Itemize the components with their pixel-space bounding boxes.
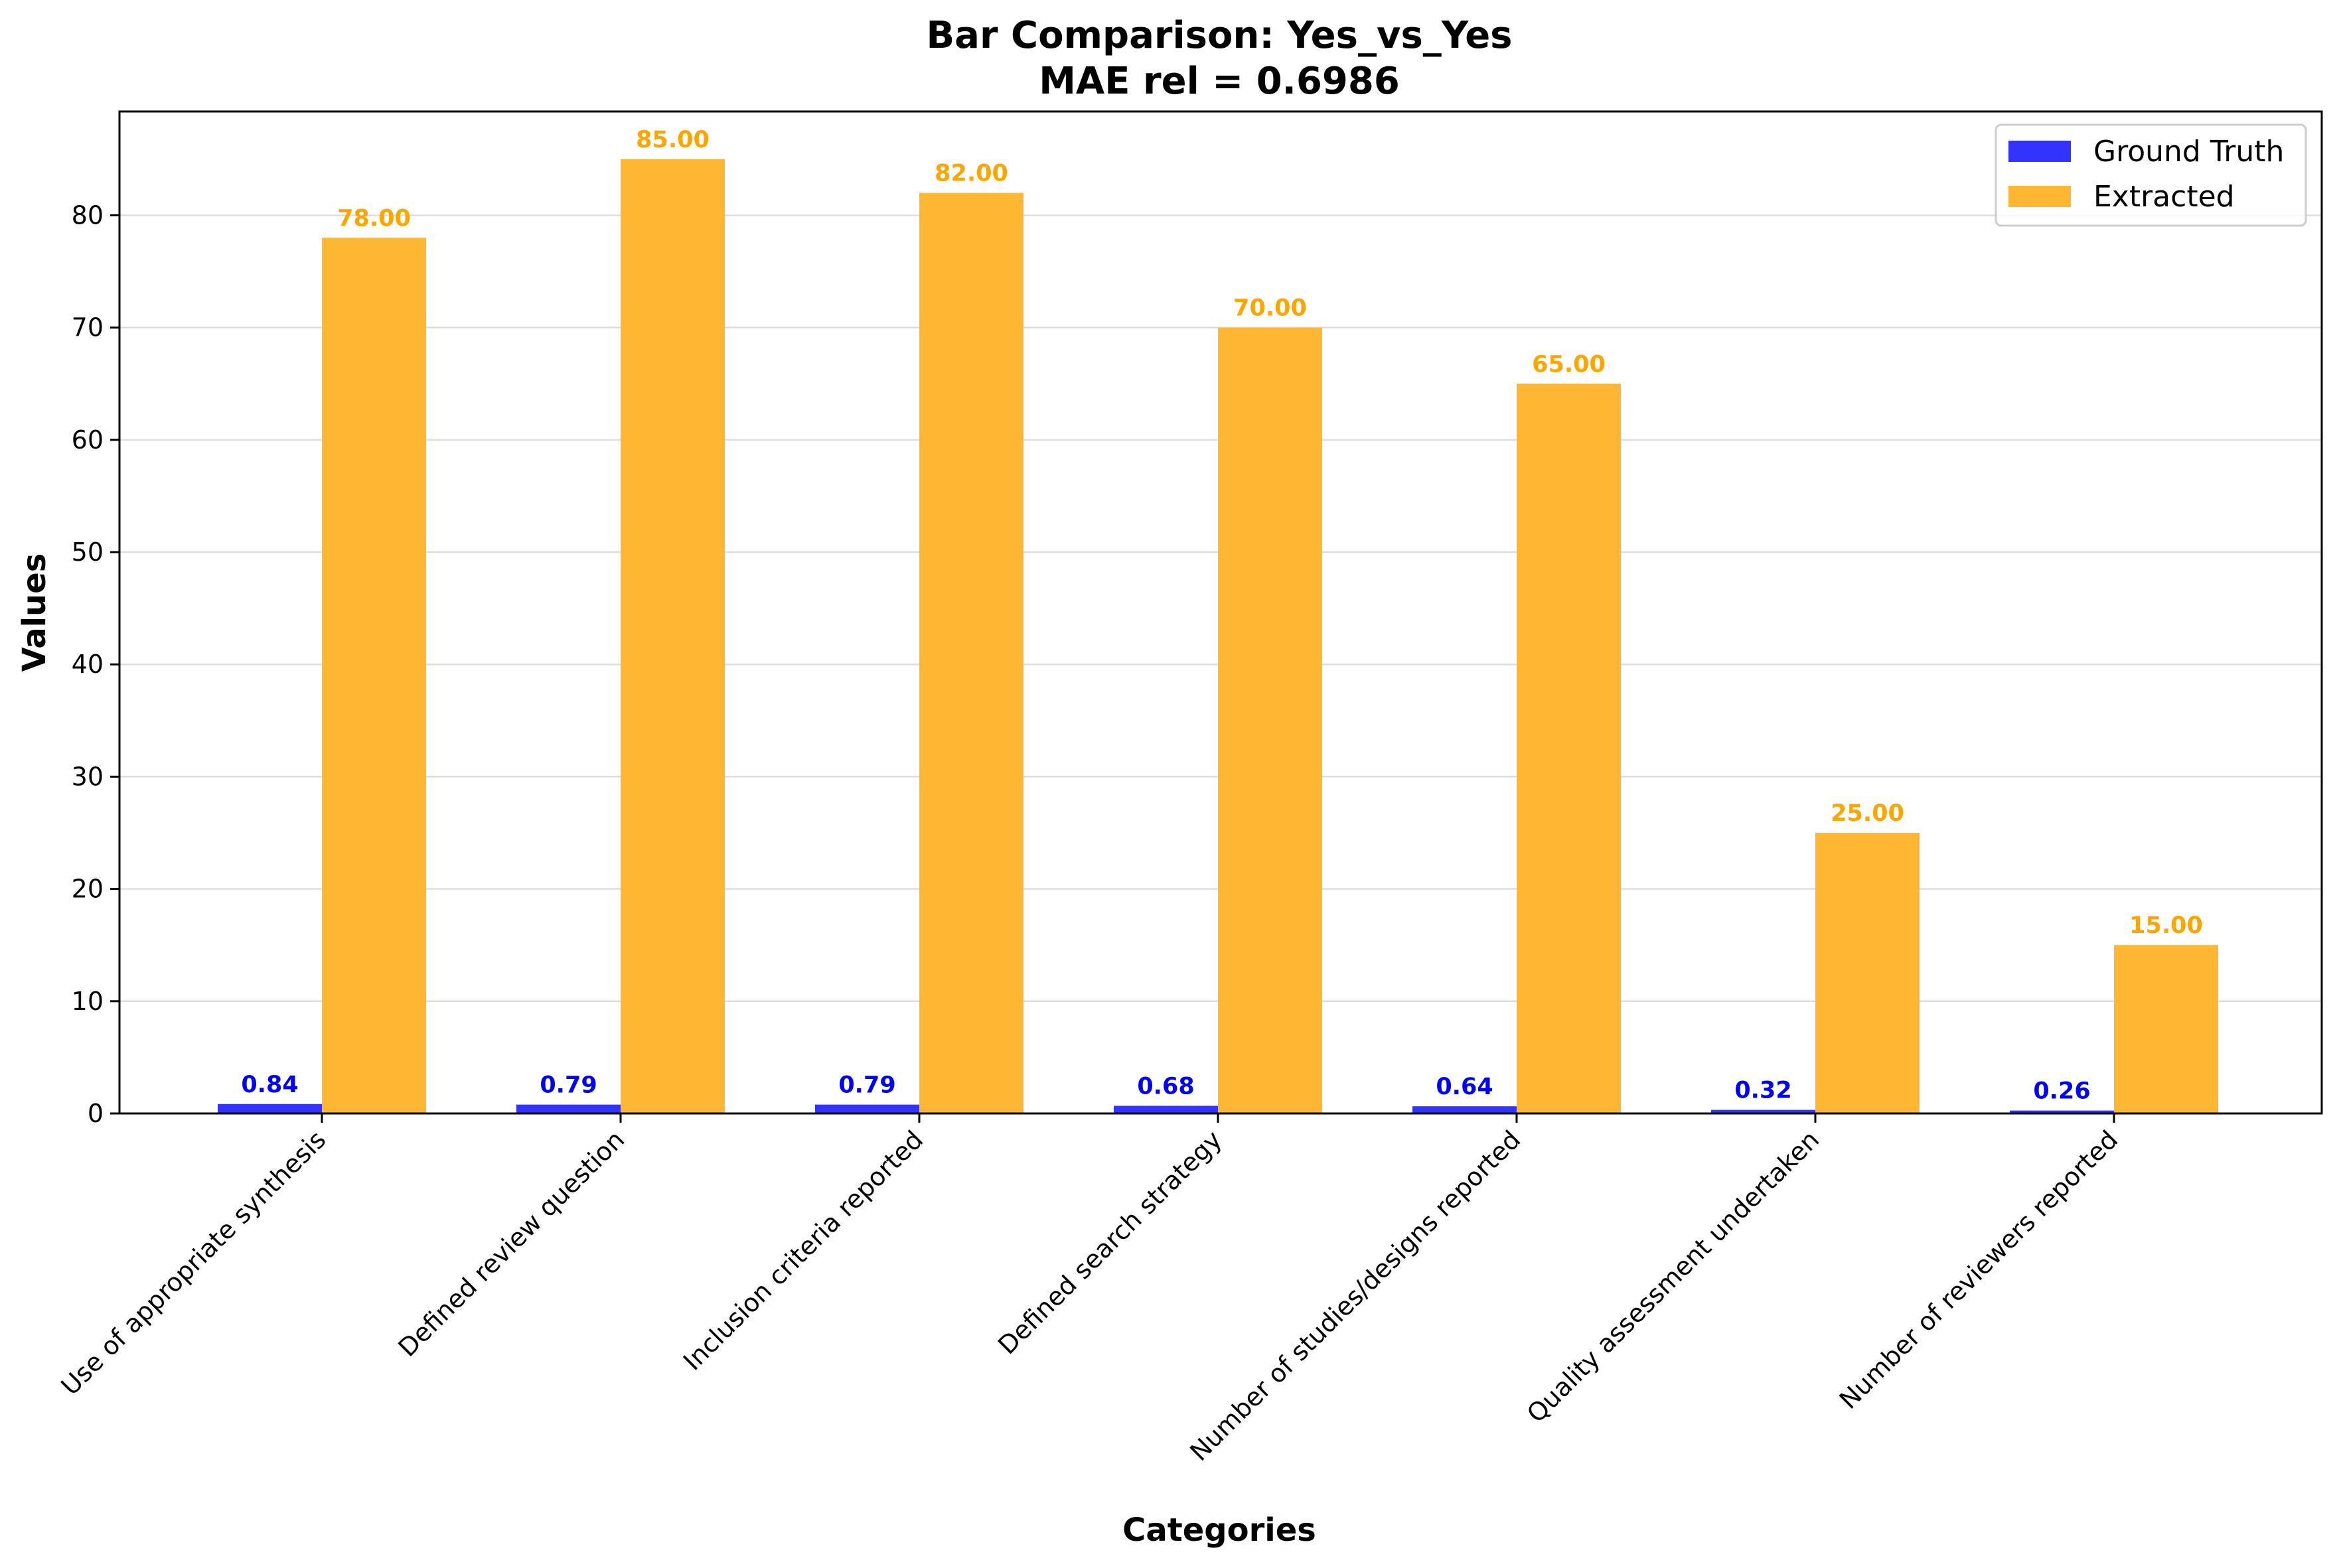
legend-swatch-ground-truth [2008,141,2071,162]
bar-extracted-number-of-studies-designs-reported [1517,384,1621,1114]
y-tick-label-0: 0 [88,1099,104,1128]
y-tick-label-40: 40 [72,650,104,679]
bar-ground-truth-defined-search-strategy [1114,1105,1218,1113]
bar-value-label-ground-truth-defined-review-question: 0.79 [540,1072,597,1099]
bar-value-labels: 0.84 78.00 0.79 85.00 0.79 82.00 0.68 70.00 0.64… [241,127,2203,1105]
bar-extracted-number-of-reviewers-reported [2114,945,2218,1113]
bar-value-label-ground-truth-use-of-appropriate-synthesis: 0.84 [241,1072,298,1098]
y-tick-label-20: 20 [72,875,104,904]
y-tick-label-30: 30 [72,762,104,791]
plot-frame [118,110,2323,1115]
bar-value-label-ground-truth-number-of-studies-designs-reported: 0.64 [1436,1074,1493,1100]
legend-frame [1995,123,2307,227]
bar-ground-truth-use-of-appropriate-synthesis [218,1104,322,1113]
bar-ground-truth-inclusion-criteria-reported [815,1104,919,1113]
y-tick-label-10: 10 [72,987,104,1016]
y-tick-label-50: 50 [72,537,104,567]
bar-value-label-extracted-defined-review-question: 85.00 [636,127,710,153]
y-tick-label-80: 80 [72,200,104,230]
bar-value-label-extracted-inclusion-criteria-reported: 82.00 [935,161,1008,187]
bar-ground-truth-number-of-studies-designs-reported [1412,1106,1517,1113]
bar-value-label-extracted-use-of-appropriate-synthesis: 78.00 [337,205,411,232]
legend: Ground Truth Extracted [1995,123,2307,227]
bar-value-label-extracted-number-of-reviewers-reported: 15.00 [2129,912,2203,939]
bar-ground-truth-number-of-reviewers-reported [2010,1110,2114,1113]
bar-value-label-extracted-defined-search-strategy: 70.00 [1233,295,1307,322]
bar-value-label-ground-truth-quality-assessment-undertaken: 0.32 [1734,1078,1791,1104]
bar-value-label-ground-truth-inclusion-criteria-reported: 0.79 [838,1072,895,1099]
bar-extracted-quality-assessment-undertaken [1815,833,1920,1113]
legend-swatch-extracted [2008,186,2071,207]
bar-extracted-defined-search-strategy [1218,327,1322,1113]
y-tick-label-60: 60 [72,425,104,455]
bar-extracted-inclusion-criteria-reported [919,192,1023,1113]
bar-extracted-defined-review-question [621,159,725,1113]
legend-label-ground-truth: Ground Truth [2093,135,2284,169]
bars [218,159,2218,1114]
bar-ground-truth-quality-assessment-undertaken [1711,1109,1815,1113]
bar-ground-truth-defined-review-question [516,1104,621,1113]
bar-value-label-extracted-quality-assessment-undertaken: 25.00 [1831,800,1904,827]
y-axis-label: Values [16,553,53,672]
y-tick-label-70: 70 [72,313,104,342]
bar-value-label-extracted-number-of-studies-designs-reported: 65.00 [1532,351,1606,378]
chart-subtitle: MAE rel = 0.6986 [1039,60,1400,103]
x-axis-label: Categories [1122,1512,1316,1549]
bar-value-label-ground-truth-defined-search-strategy: 0.68 [1137,1073,1194,1100]
chart-title: Bar Comparison: Yes_vs_Yes [926,14,1512,57]
bar-extracted-use-of-appropriate-synthesis [322,238,426,1113]
y-axis: 0 10 20 30 40 50 60 70 80 [72,200,119,1128]
bar-value-label-ground-truth-number-of-reviewers-reported: 0.26 [2033,1078,2090,1105]
legend-label-extracted: Extracted [2093,180,2235,214]
